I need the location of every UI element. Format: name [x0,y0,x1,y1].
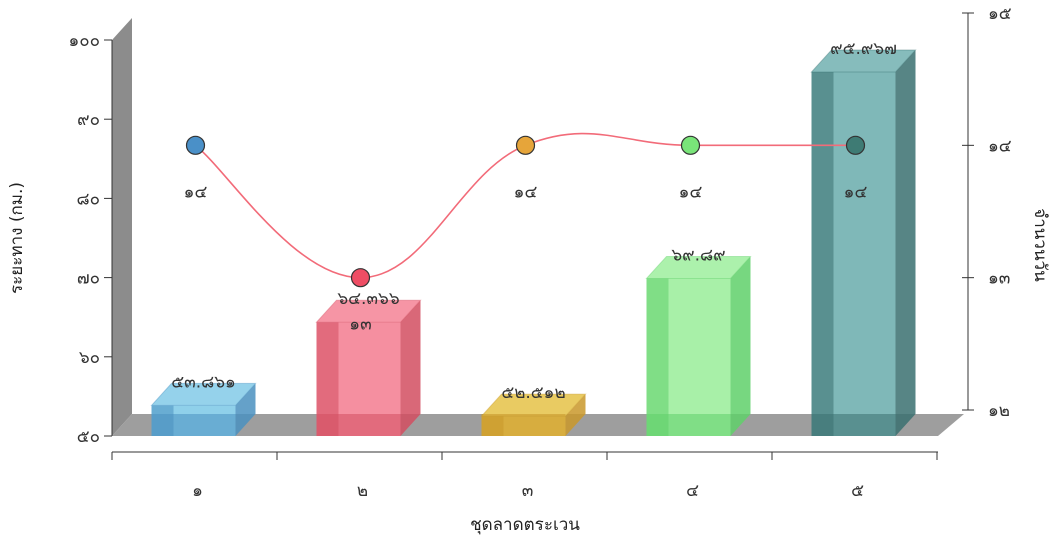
right-tick-label: ๑๕ [988,4,1012,24]
bar-side [235,383,256,436]
bar: ๖๙.๘๙ [645,245,752,436]
left-tick-label: ๗๐ [77,269,100,289]
x-tick-label: ๓ [522,481,534,501]
bar-value-label: ๖๙.๘๙ [671,245,725,265]
bar: ๖๔.๓๖๖ [315,289,422,436]
left-axis-title: ระยะทาง (กม.) [7,182,27,294]
line-point [185,135,206,155]
left-tick-label: ๘๐ [77,189,101,209]
line-point [845,135,866,155]
bar-front-shade [646,278,669,436]
bar-top [315,299,422,323]
bar-bottom-band [151,414,236,436]
line-value-label: ๑๔ [184,182,208,202]
left-tick-label: ๖๐ [79,348,100,368]
x-tick-label: ๒ [357,481,368,501]
left-tick-label: ๙๐ [77,110,100,130]
right-tick-label: ๑๓ [988,269,1010,289]
bar-front-shade [316,322,339,436]
right-tick-label: ๑๔ [988,136,1012,156]
right-axis-title: จำนวนวัน [1030,208,1050,282]
line-value-label: ๑๔ [679,182,703,202]
bar-value-label: ๕๒.๕๑๒ [501,383,565,403]
x-tick-label: ๕ [851,481,864,501]
bar-side [400,300,421,436]
bar-front-shade [811,71,834,437]
line-point [515,135,536,155]
line-value-label: ๑๓ [349,315,371,335]
line-point [680,135,701,155]
bar-value-label: ๕๓.๘๖๑ [171,372,236,392]
series-line [194,132,856,279]
left-tick-label: ๑๐๐ [68,31,100,51]
bar-side [730,256,751,436]
bar-bottom-band [481,414,566,436]
bar-top [150,382,257,406]
bar: ๕๒.๕๑๒ [480,383,587,436]
bar-side [565,394,586,436]
bar-value-label: ๙๕.๙๖๗ [830,39,897,59]
line-value-label: ๑๔ [514,182,538,202]
bar: ๕๓.๘๖๑ [150,372,257,436]
x-tick-label: ๔ [686,481,699,501]
bar-bottom-band [811,414,896,436]
x-axis-title: ชุดลาดตระเวน [470,515,580,535]
left-tick-label: ๕๐ [77,427,100,447]
bar-top [810,49,917,73]
bar-top [645,255,752,279]
x-tick-label: ๑ [192,481,203,501]
bar-value-label: ๖๔.๓๖๖ [337,289,399,309]
back-wall [112,18,132,436]
bar-side [895,49,916,437]
line-value-label: ๑๔ [844,182,868,202]
right-tick-label: ๑๒ [988,401,1010,421]
line-point [350,268,371,288]
bar-bottom-band [316,414,401,436]
bar: ๙๕.๙๖๗ [810,39,917,437]
bar-bottom-band [646,414,731,436]
